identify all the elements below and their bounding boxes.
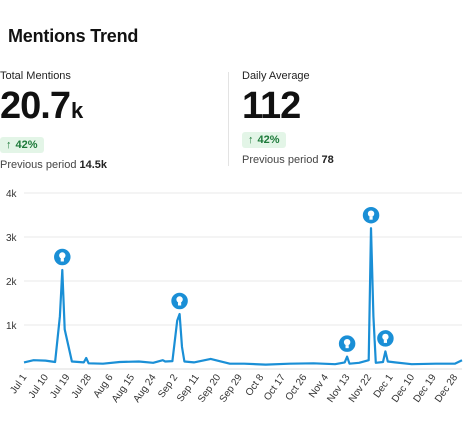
page-title: Mentions Trend [8,26,139,46]
x-tick-label: Jul 19 [48,372,73,401]
lightbulb-icon [59,252,66,259]
daily-average-label: Daily Average [242,70,310,82]
daily-average-change: 42% [257,134,280,146]
mentions-series-line [23,227,463,366]
lightbulb-icon [382,333,389,341]
daily-average-card: Daily Average 112 ↑ 42% Previous period 7… [242,70,462,166]
arrow-up-icon: ↑ [248,134,254,146]
x-tick-label: Aug 24 [132,372,159,405]
lightbulb-base-icon [369,216,373,220]
lightbulb-icon [176,296,183,303]
lightbulb-base-icon [345,345,349,349]
y-tick-label: 4k [6,189,18,200]
total-previous-value: 14.5k [79,159,108,171]
daily-average-previous: Previous period 78 [242,154,462,166]
metric-divider [228,72,229,166]
daily-previous-label: Previous period [242,154,319,166]
lightbulb-base-icon [60,258,64,262]
total-mentions-change-badge: ↑ 42% [0,137,44,153]
total-mentions-label: Total Mentions [0,70,71,82]
daily-average-change-badge: ↑ 42% [242,132,286,148]
y-tick-label: 1k [6,321,18,332]
x-tick-label: Jul 1 [8,372,29,396]
lightbulb-base-icon [177,302,182,306]
x-tick-label: Dec 28 [433,372,460,405]
x-tick-label: Oct 26 [284,372,310,403]
x-tick-label: Oct 17 [262,372,288,403]
x-tick-label: Sep 29 [218,372,245,405]
x-tick-label: Jul 10 [27,372,52,401]
x-tick-label: Nov 22 [347,372,374,405]
lightbulb-icon [343,338,351,346]
total-mentions-card: Total Mentions 20.7k ↑ 42% Previous perio… [0,70,228,171]
arrow-up-icon: ↑ [6,139,12,151]
total-mentions-unit: k [70,98,84,123]
lightbulb-base-icon [383,339,388,343]
daily-average-value: 112 [242,86,462,126]
total-mentions-change: 42% [15,139,38,151]
daily-previous-value: 78 [321,154,334,166]
y-tick-label: 2k [6,277,18,288]
total-mentions-number: 20.7 [0,85,71,127]
y-tick-label: 3k [6,233,18,244]
total-previous-label: Previous period [0,159,77,171]
x-tick-label: Jul 28 [70,372,95,401]
lightbulb-icon [367,210,375,217]
total-mentions-previous: Previous period 14.5k [0,159,228,171]
daily-average-number: 112 [242,85,301,127]
total-mentions-value: 20.7k [0,86,228,131]
